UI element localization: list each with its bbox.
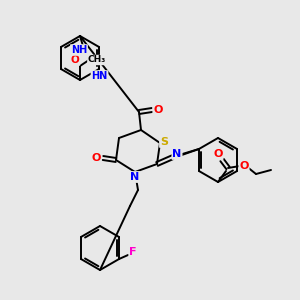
Text: O: O	[153, 105, 163, 115]
Text: N: N	[172, 149, 182, 159]
Text: CH₃: CH₃	[88, 56, 106, 64]
Text: HN: HN	[92, 71, 108, 81]
Text: O: O	[213, 149, 223, 159]
Text: O: O	[91, 153, 101, 163]
Text: F: F	[129, 247, 137, 257]
Text: S: S	[160, 137, 168, 147]
Text: N: N	[130, 172, 140, 182]
Text: O: O	[70, 55, 80, 65]
Text: NH: NH	[71, 45, 87, 55]
Text: O: O	[239, 161, 249, 171]
